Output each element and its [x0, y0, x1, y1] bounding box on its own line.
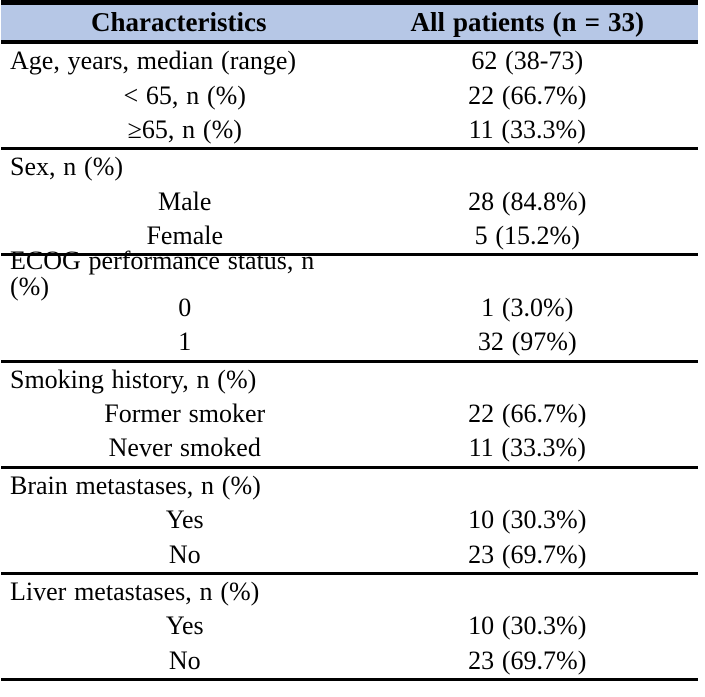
table-row: 0 1 (3.0%) — [1, 291, 698, 325]
table-row: Smoking history, n (%) — [1, 363, 698, 397]
table-row: Age, years, median (range) 62 (38-73) — [1, 44, 698, 78]
table-section: Brain metastases, n (%) Yes 10 (30.3%) No 23… — [1, 469, 698, 575]
table-section: Age, years, median (range) 62 (38-73) < 65… — [1, 44, 698, 151]
row-value: 10 (30.3%) — [468, 611, 587, 641]
table-row: Never smoked 11 (33.3%) — [1, 431, 698, 465]
row-sublabel: Former smoker — [104, 399, 266, 429]
row-section-label: Liver metastases, n (%) — [10, 577, 260, 607]
row-sublabel: No — [168, 539, 201, 569]
row-value: 23 (69.7%) — [468, 539, 587, 569]
row-sublabel: Yes — [165, 611, 204, 641]
table-row: 1 32 (97%) — [1, 325, 698, 359]
row-value: 32 (97%) — [477, 327, 577, 357]
row-section-label: Age, years, median (range) — [10, 46, 297, 76]
header-cell-characteristics: Characteristics — [91, 7, 267, 37]
table-body: Age, years, median (range) 62 (38-73) < 65… — [1, 44, 698, 682]
row-sublabel: No — [168, 645, 201, 675]
row-value: 1 (3.0%) — [481, 292, 574, 322]
table-row: Brain metastases, n (%) — [1, 469, 698, 503]
row-sublabel: 0 — [178, 292, 192, 322]
row-section-label: Sex, n (%) — [10, 152, 124, 182]
row-sublabel: Male — [158, 186, 212, 216]
table-row: ≥65, n (%) 11 (33.3%) — [1, 113, 698, 147]
row-sublabel: Never smoked — [108, 433, 261, 463]
row-value: 10 (30.3%) — [468, 505, 587, 535]
table-section: Smoking history, n (%) Former smoker 22 (6… — [1, 363, 698, 469]
table-section: Sex, n (%) Male 28 (84.8%) Female 5 (15.2%) — [1, 150, 698, 257]
row-value: 22 (66.7%) — [468, 399, 587, 429]
row-value: 11 (33.3%) — [468, 433, 586, 463]
row-value: 5 (15.2%) — [474, 221, 580, 251]
table-row: Yes 10 (30.3%) — [1, 609, 698, 643]
table-header-row: Characteristics All patients (n = 33) — [1, 5, 698, 44]
row-section-label: ECOG performance status, n (%) — [10, 245, 315, 301]
row-sublabel: < 65, n (%) — [123, 80, 246, 110]
header-cell-all-patients: All patients (n = 33) — [410, 7, 644, 37]
table-row: Liver metastases, n (%) — [1, 575, 698, 609]
row-sublabel: 1 — [178, 327, 192, 357]
patient-characteristics-table: Characteristics All patients (n = 33) Ag… — [1, 0, 698, 682]
row-value: 23 (69.7%) — [468, 645, 587, 675]
table-row: Male 28 (84.8%) — [1, 185, 698, 219]
table-section: Liver metastases, n (%) Yes 10 (30.3%) No 23… — [1, 575, 698, 682]
row-value: 28 (84.8%) — [468, 186, 587, 216]
table-row: No 23 (69.7%) — [1, 537, 698, 571]
table-row: No 23 (69.7%) — [1, 644, 698, 678]
table-row: ECOG performance status, n (%) — [1, 247, 698, 299]
row-value: 22 (66.7%) — [468, 80, 587, 110]
row-sublabel: Yes — [165, 505, 204, 535]
row-section-label: Brain metastases, n (%) — [10, 470, 261, 500]
row-sublabel: ≥65, n (%) — [127, 114, 242, 144]
table-row: < 65, n (%) 22 (66.7%) — [1, 78, 698, 112]
row-value: 62 (38-73) — [471, 46, 584, 76]
table-row: Female 5 (15.2%) — [1, 219, 698, 253]
row-sublabel: Female — [146, 221, 223, 251]
table-section: ECOG performance status, n (%) 0 1 (3.0%) 1… — [1, 247, 698, 363]
table-row: Sex, n (%) — [1, 150, 698, 184]
row-value: 11 (33.3%) — [468, 114, 586, 144]
table-row: Yes 10 (30.3%) — [1, 503, 698, 537]
row-section-label: Smoking history, n (%) — [10, 364, 257, 394]
table-row: Former smoker 22 (66.7%) — [1, 397, 698, 431]
